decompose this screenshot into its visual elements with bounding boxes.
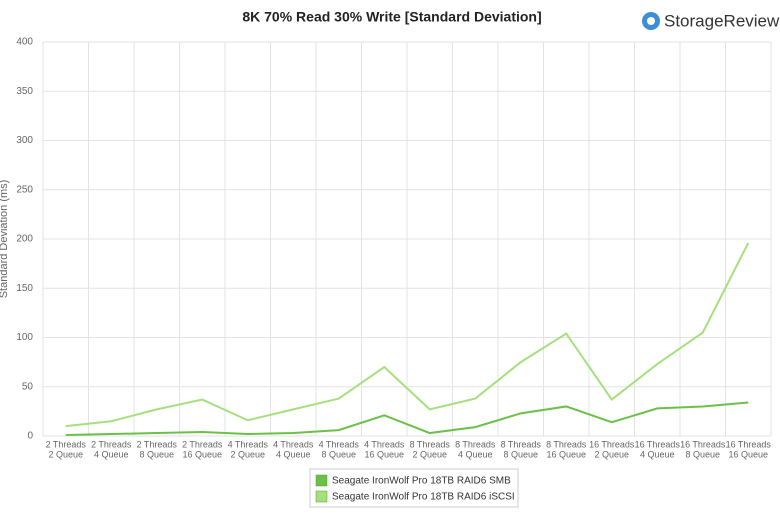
y-tick-label: 350 (16, 86, 33, 97)
x-tick-label: 16 Queue (364, 449, 404, 459)
legend-label: Seagate IronWolf Pro 18TB RAID6 iSCSI (332, 492, 515, 503)
y-tick-label: 200 (16, 234, 33, 245)
line-series (65, 401, 749, 437)
x-tick-label: 2 Queue (594, 449, 629, 459)
x-tick-label: 8 Threads (546, 439, 587, 449)
legend-swatch (315, 474, 328, 487)
x-tick-label: 16 Threads (726, 439, 772, 449)
logo: StorageReview (642, 11, 780, 30)
x-tick-label: 8 Threads (455, 439, 496, 449)
x-tick-label: 8 Queue (503, 449, 538, 459)
x-tick-label: 16 Threads (589, 439, 635, 449)
line-series (65, 242, 750, 428)
x-tick-label: 2 Threads (91, 439, 132, 449)
x-tick-label: 4 Queue (276, 449, 311, 459)
y-axis-label: Standard Deviation (ms) (0, 180, 10, 299)
legend-label: Seagate IronWolf Pro 18TB RAID6 SMB (332, 476, 511, 487)
x-tick-label: 4 Queue (94, 449, 129, 459)
x-tick-label: 2 Threads (46, 439, 87, 449)
x-tick-label: 16 Queue (182, 449, 222, 459)
x-tick-label: 4 Threads (319, 439, 360, 449)
x-tick-label: 2 Threads (137, 439, 178, 449)
x-tick-label: 8 Queue (321, 449, 356, 459)
x-tick-label: 8 Queue (139, 449, 174, 459)
y-tick-label: 100 (16, 332, 33, 343)
x-tick-label: 2 Queue (412, 449, 447, 459)
logo-icon-inner (647, 17, 655, 25)
x-tick-label: 4 Queue (458, 449, 493, 459)
x-tick-label: 8 Threads (410, 439, 451, 449)
x-tick-label: 2 Queue (230, 449, 265, 459)
y-tick-label: 150 (16, 283, 33, 294)
chart-title: 8K 70% Read 30% Write [Standard Deviatio… (242, 9, 541, 25)
y-tick-label: 250 (16, 184, 33, 195)
y-tick-label: 400 (16, 37, 33, 48)
legend-box (309, 468, 519, 508)
x-tick-label: 4 Threads (228, 439, 269, 449)
x-tick-label: 2 Queue (48, 449, 83, 459)
x-tick-label: 16 Queue (728, 449, 768, 459)
legend-swatch (315, 490, 328, 503)
x-tick-label: 2 Threads (182, 439, 223, 449)
x-tick-label: 16 Threads (635, 439, 681, 449)
x-tick-label: 8 Queue (685, 449, 720, 459)
x-tick-label: 4 Threads (364, 439, 405, 449)
x-tick-label: 16 Threads (680, 439, 726, 449)
y-tick-label: 50 (22, 381, 34, 392)
y-tick-label: 300 (16, 135, 33, 146)
logo-text: StorageReview (664, 11, 780, 30)
y-tick-label: 0 (27, 431, 33, 442)
x-tick-label: 16 Queue (546, 449, 586, 459)
x-tick-label: 4 Threads (273, 439, 314, 449)
x-tick-label: 8 Threads (501, 439, 542, 449)
x-tick-label: 4 Queue (640, 449, 675, 459)
